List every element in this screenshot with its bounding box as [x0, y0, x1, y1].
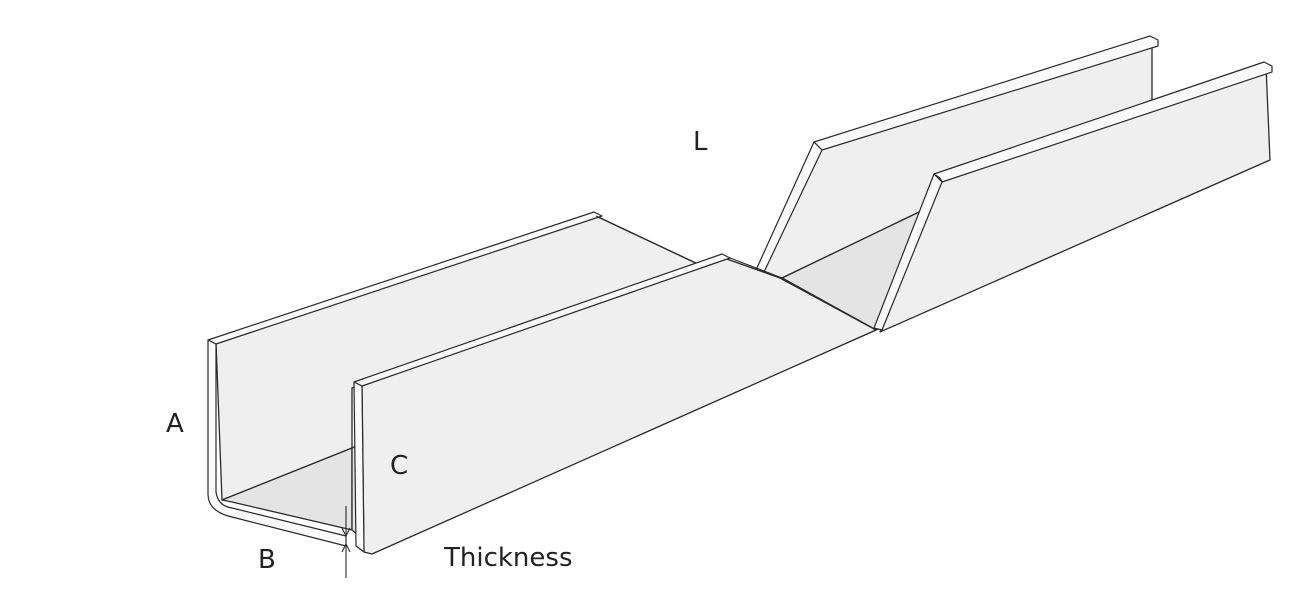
front-channel-segment [207, 211, 877, 555]
label-c: C [390, 451, 408, 481]
rear-front-flange-slant-edge [873, 173, 943, 331]
label-thickness: Thickness [443, 543, 573, 573]
label-a: A [166, 409, 184, 439]
front-wall-thickness-edge [353, 381, 365, 553]
label-l: L [693, 127, 708, 157]
label-b: B [258, 545, 276, 575]
rear-channel-segment [755, 35, 1273, 333]
thickness-dimension [341, 506, 351, 578]
rear-front-flange-top-edge [933, 61, 1273, 183]
